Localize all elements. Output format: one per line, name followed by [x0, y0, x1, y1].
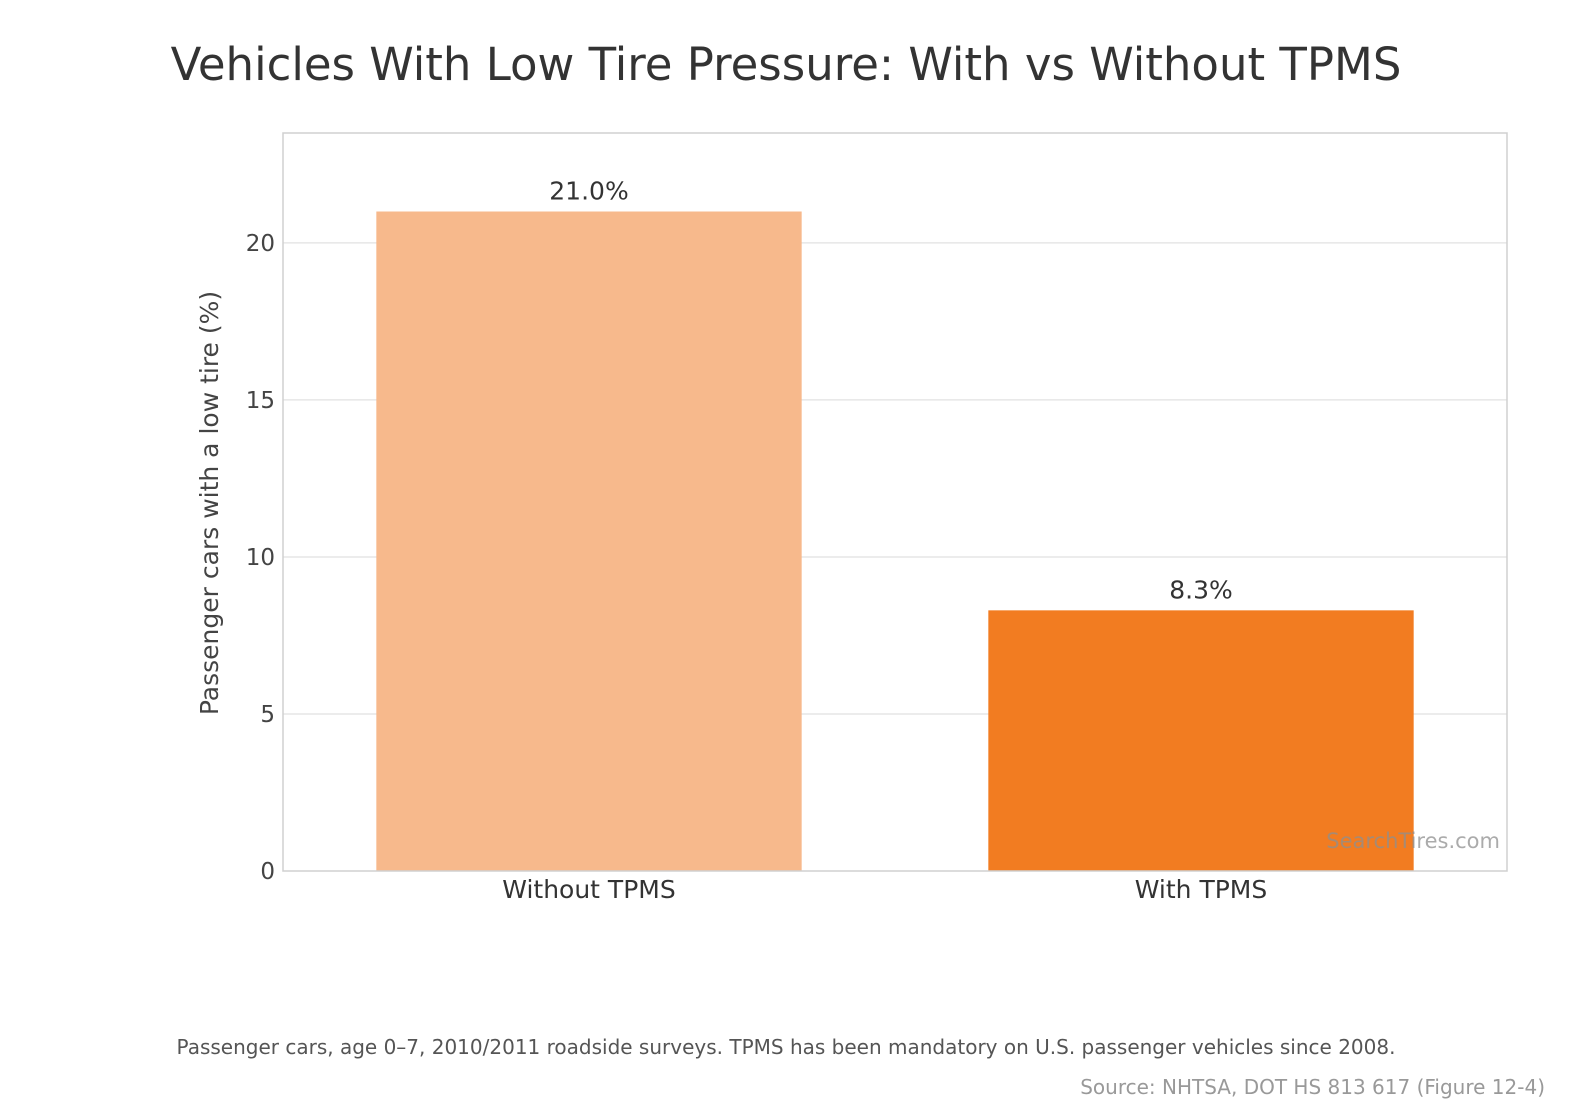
bars [376, 211, 1414, 872]
source-note: Source: NHTSA, DOT HS 813 617 (Figure 12… [1080, 1075, 1545, 1099]
y-tick-label: 15 [246, 388, 275, 414]
plot-frame [282, 132, 1508, 872]
y-axis-ticks: 0 5 10 15 20 [246, 231, 275, 885]
y-tick-label: 0 [260, 859, 275, 885]
chart-caption: Passenger cars, age 0–7, 2010/2011 roads… [177, 1035, 1396, 1059]
x-axis-categories: Without TPMS With TPMS [502, 875, 1267, 904]
y-tick-label: 5 [260, 702, 275, 728]
bar-value-label: 21.0% [549, 177, 628, 206]
value-labels: 21.0% 8.3% [549, 177, 1232, 605]
chart-title: Vehicles With Low Tire Pressure: With vs… [171, 38, 1402, 91]
y-axis-label: Passenger cars with a low tire (%) [195, 291, 224, 715]
bar-without-tpms [376, 211, 802, 872]
x-category-label: With TPMS [1135, 875, 1268, 904]
y-tick-label: 20 [246, 231, 275, 257]
watermark: SearchTires.com [1326, 829, 1500, 853]
x-category-label: Without TPMS [502, 875, 675, 904]
y-tick-label: 10 [246, 545, 275, 571]
bar-with-tpms [988, 610, 1414, 871]
bar-value-label: 8.3% [1169, 575, 1233, 604]
